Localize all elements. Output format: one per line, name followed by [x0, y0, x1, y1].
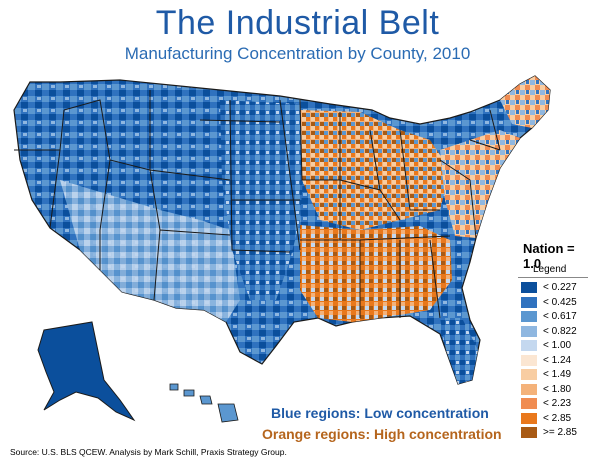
- map-title: The Industrial Belt: [155, 4, 440, 42]
- legend-item: < 1.24: [521, 354, 595, 369]
- low-concentration-note: Blue regions: Low concentration: [271, 405, 489, 421]
- high-concentration-note: Orange regions: High concentration: [262, 426, 502, 442]
- hawaii: [169, 383, 239, 423]
- legend-label: < 0.617: [543, 311, 577, 322]
- legend-swatch: [521, 282, 537, 293]
- legend-swatch: [521, 311, 537, 322]
- region-southwest: [60, 180, 240, 322]
- legend-label: < 0.822: [543, 325, 577, 337]
- region-florida: [440, 318, 478, 384]
- alaska: [37, 321, 136, 422]
- legend-swatch: [521, 296, 537, 308]
- legend-swatch: [521, 383, 537, 395]
- source-note: Source: U.S. BLS QCEW. Analysis by Mark …: [10, 447, 287, 457]
- legend-item: < 1.49: [521, 368, 595, 383]
- legend-item: < 2.23: [521, 397, 595, 412]
- legend-swatch: [521, 427, 537, 438]
- legend-label: < 1.24: [543, 354, 572, 366]
- legend-label: < 0.227: [543, 282, 577, 293]
- region-east: [440, 130, 520, 238]
- legend-title: Legend: [533, 264, 567, 275]
- legend-item: < 2.85: [521, 412, 595, 427]
- legend-swatch: [521, 340, 537, 351]
- region-south: [300, 225, 452, 322]
- legend-item: < 0.227: [521, 281, 595, 296]
- legend-swatch: [521, 398, 537, 409]
- legend-swatch: [521, 412, 537, 424]
- legend-divider: [518, 277, 588, 278]
- legend-item: < 1.80: [521, 383, 595, 398]
- legend-item: < 0.822: [521, 325, 595, 340]
- region-midwest: [300, 110, 450, 230]
- legend-label: < 2.23: [543, 398, 572, 409]
- legend-item: < 1.00: [521, 339, 595, 354]
- legend-label: < 2.85: [543, 412, 572, 424]
- legend-label: < 1.80: [543, 383, 572, 395]
- legend-label: >= 2.85: [543, 427, 577, 438]
- legend-label: < 1.00: [543, 340, 572, 351]
- legend: < 0.227 < 0.425 < 0.617 < 0.822 < 1.00 <…: [521, 281, 595, 441]
- legend-item: < 0.425: [521, 296, 595, 311]
- legend-label: < 1.49: [543, 369, 572, 380]
- legend-item: < 0.617: [521, 310, 595, 325]
- legend-swatch: [521, 369, 537, 380]
- legend-item: >= 2.85: [521, 426, 595, 441]
- legend-label: < 0.425: [543, 296, 577, 308]
- legend-swatch: [521, 354, 537, 366]
- nation-baseline-label: Nation = 1.0: [523, 241, 575, 271]
- legend-swatch: [521, 325, 537, 337]
- map-subtitle: Manufacturing Concentration by County, 2…: [124, 44, 471, 63]
- state-borders: [14, 90, 501, 319]
- region-new-england: [500, 76, 550, 128]
